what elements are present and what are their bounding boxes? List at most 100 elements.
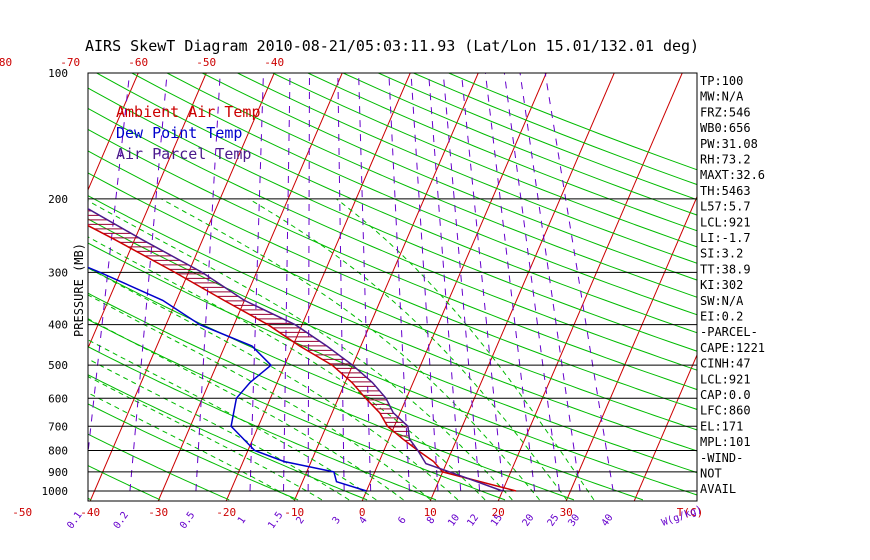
index-label: KI:302: [700, 278, 743, 292]
moist-adiabat-line: [248, 198, 568, 501]
mixing-ratio-tick-label: 10: [446, 512, 462, 528]
isotherm-line: [497, 73, 683, 501]
dry-adiabat-line: [166, 73, 697, 298]
moist-adiabat-line: [88, 375, 323, 501]
bottom-temp-tick-label: 30: [560, 506, 573, 519]
plot-frame: [87, 72, 698, 502]
mixing-ratio-tick-label: 4: [357, 515, 369, 526]
legend-entry: Air Parcel Temp: [116, 145, 251, 163]
index-label: LCL:921: [700, 372, 751, 386]
mixing-ratio-tick-label: 40: [600, 512, 616, 528]
moist-adiabat-line: [88, 267, 459, 501]
pressure-tick-label: 800: [48, 444, 68, 457]
moist-adiabat-line: [88, 392, 295, 501]
top-temp-tick-label: -80: [0, 56, 12, 69]
legend-entry: Dew Point Temp: [116, 124, 242, 142]
pressure-tick-label: 700: [48, 420, 68, 433]
mixing-ratio-line: [337, 73, 345, 492]
x-axis-label: T(C): [677, 506, 704, 519]
mixing-ratio-line: [460, 73, 504, 492]
mixing-ratio-tick-label: 1: [236, 515, 248, 526]
dry-adiabat-line: [88, 195, 697, 452]
isotherm-line: [88, 73, 139, 192]
pressure-tick-label: 600: [48, 392, 68, 405]
top-temp-tick-label: -50: [196, 56, 216, 69]
index-label: EI:0.2: [700, 310, 743, 324]
index-label: CAPE:1221: [700, 341, 765, 355]
index-label: SI:3.2: [700, 247, 743, 261]
dry-adiabat-line: [96, 73, 697, 334]
index-label: RH:73.2: [700, 153, 751, 167]
isotherm-line: [429, 73, 615, 501]
mixing-ratio-line: [484, 73, 536, 492]
mixing-ratio-line: [544, 73, 614, 492]
bottom-temp-tick-label: -30: [148, 506, 168, 519]
isotherm-line: [0, 73, 70, 501]
isobar-layer: [87, 72, 698, 502]
dry-adiabat-line: [237, 73, 697, 264]
top-temp-tick-label: -40: [264, 56, 284, 69]
dry-adiabat-line: [131, 73, 697, 316]
dry-adiabat-line: [88, 465, 161, 501]
mixing-ratio-tick-label: 8: [425, 515, 437, 526]
moist-adiabat-line: [88, 339, 377, 501]
index-label: MAXT:32.6: [700, 168, 765, 182]
dry-adiabat-line: [88, 107, 697, 371]
pressure-tick-label: 200: [48, 193, 68, 206]
mixing-ratio-tick-label: 12: [465, 512, 481, 528]
dry-adiabat-line: [88, 172, 697, 431]
mixing-ratio-tick-label: 3: [331, 515, 343, 526]
pressure-tick-label: 100: [48, 67, 68, 80]
mixing-ratio-line: [519, 73, 581, 492]
dry-adiabat-line: [88, 292, 575, 501]
isotherm-line: [0, 73, 2, 501]
index-label: TP:100: [700, 74, 743, 88]
isotherm-line: [361, 73, 547, 501]
dry-adiabat-line: [202, 73, 697, 281]
mixing-ratio-tick-label: 1.5: [266, 510, 285, 531]
index-label: CAP:0.0: [700, 388, 751, 402]
dry-adiabat-line: [88, 403, 299, 501]
top-temp-tick-label: -60: [128, 56, 148, 69]
pressure-tick-label: 400: [48, 319, 68, 332]
isotherm-line: [225, 73, 411, 501]
bottom-temp-tick-label: -40: [80, 506, 100, 519]
isotherm-line: [770, 73, 870, 501]
series-layer: [88, 207, 517, 492]
bottom-temp-tick-label: -20: [216, 506, 236, 519]
pressure-tick-label: 1000: [42, 485, 69, 498]
top-temp-tick-label: -70: [60, 56, 80, 69]
bottom-temp-tick-label: -50: [12, 506, 32, 519]
mixing-ratio-line: [307, 73, 310, 492]
dry-adiabat-line: [88, 218, 697, 474]
index-label: -PARCEL-: [700, 325, 758, 339]
index-label: CINH:47: [700, 357, 751, 371]
moist-adiabat-line: [88, 200, 513, 501]
mixing-ratio-line: [388, 73, 410, 492]
bottom-temp-tick-label: 0: [359, 506, 366, 519]
dry-adiabat-line: [448, 73, 697, 171]
mixing-ratio-tick-label: 0.5: [178, 510, 197, 531]
mixing-ratio-tick-label: 2: [294, 515, 306, 526]
index-label: LCL:921: [700, 215, 751, 229]
moist-adiabat-line: [88, 294, 432, 501]
pressure-tick-label: 900: [48, 466, 68, 479]
pressure-tick-label: 300: [48, 266, 68, 279]
mixing-ratio-line: [410, 73, 439, 492]
index-label: TT:38.9: [700, 262, 751, 276]
dry-adiabat-line: [272, 73, 697, 248]
index-label: SW:N/A: [700, 294, 744, 308]
legend: Ambient Air Temp Dew Point Temp Air Parcel…: [116, 103, 261, 163]
index-label: L57:5.7: [700, 200, 751, 214]
moist-adiabat-line: [88, 236, 486, 501]
mixing-ratio-line: [283, 73, 291, 492]
bottom-temp-tick-label: -10: [284, 506, 304, 519]
dry-adiabat-line: [342, 73, 697, 216]
isotherm-line: [89, 73, 275, 501]
cape-hatch-layer: [88, 210, 414, 446]
dry-adiabat-line: [88, 150, 697, 410]
grid-layer: [0, 73, 870, 501]
mixing-ratio-line: [88, 73, 131, 458]
